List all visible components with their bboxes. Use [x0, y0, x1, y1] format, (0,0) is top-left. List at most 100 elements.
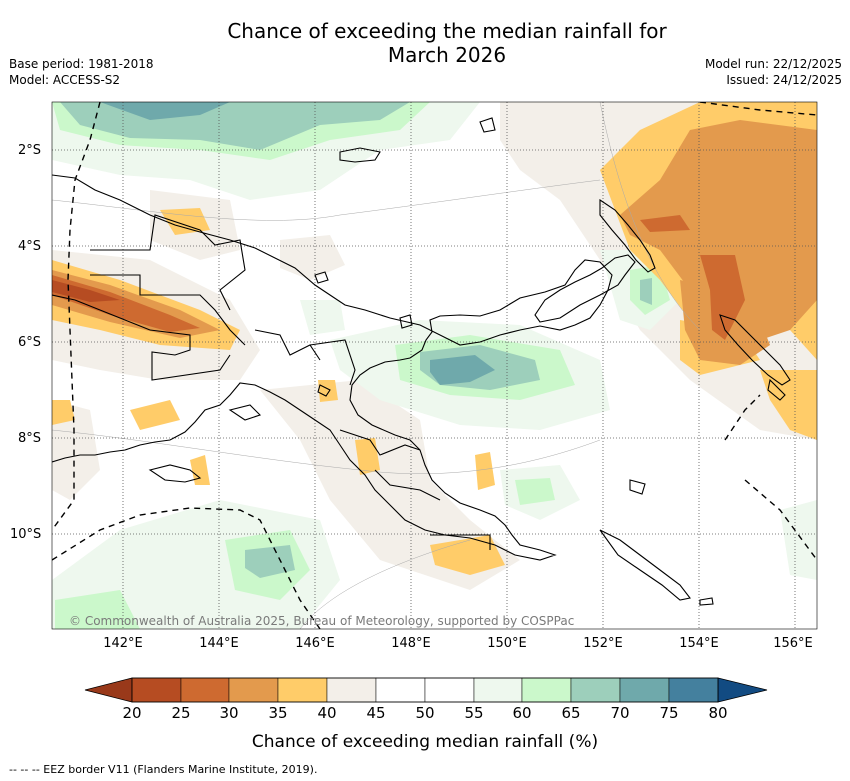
region-25-30 [700, 255, 745, 340]
province-border [254, 329, 321, 361]
gridlines [52, 102, 817, 629]
region-35-40 [430, 535, 505, 575]
islands-coastline [599, 529, 691, 601]
colorbar-tick: 40 [317, 704, 337, 722]
colorbar-swatch [473, 677, 523, 703]
colorbar-swatch [570, 677, 621, 703]
colorbar-swatch [228, 677, 279, 703]
region-35-40 [190, 455, 210, 485]
new-ireland-coastline [599, 198, 656, 273]
region-35-40 [52, 400, 75, 425]
lon-label-154e: 154°E [679, 636, 719, 651]
region-35-40 [475, 452, 495, 490]
colorbar-tick: 35 [268, 704, 288, 722]
meta-right: Model run: 22/12/2025 Issued: 24/12/2025 [705, 57, 842, 88]
coastlines [52, 117, 791, 606]
province-border [52, 294, 76, 301]
colorbar-tick: 55 [464, 704, 484, 722]
islands-coastline [479, 117, 496, 133]
lon-label-150e: 150°E [487, 636, 527, 651]
new-britain-coastline [534, 254, 636, 323]
colorbar-tick: 65 [561, 704, 581, 722]
meta-left: Base period: 1981-2018 Model: ACCESS-S2 [9, 57, 154, 88]
colorbar-over-triangle [717, 677, 768, 703]
colorbar-swatch [131, 677, 182, 703]
colorbar [84, 677, 768, 703]
region-30-35 [620, 120, 817, 340]
region-25-30 [640, 215, 690, 232]
model-run: Model run: 22/12/2025 [704, 57, 842, 71]
lon-label-146e: 146°E [295, 636, 335, 651]
eez-border [744, 479, 817, 561]
colorbar-swatch [521, 677, 572, 703]
lat-label-4s: 4°S [18, 239, 42, 254]
province-border [430, 534, 491, 550]
province-border [90, 214, 246, 311]
region-35-40 [130, 400, 180, 430]
region-60-65 [55, 590, 140, 629]
manus-coastline [339, 147, 381, 163]
province-border [374, 469, 441, 501]
region-35-40 [160, 208, 210, 235]
model-name: Model: ACCESS-S2 [9, 72, 121, 87]
new-guinea-coastline [52, 174, 613, 561]
province-border [309, 339, 356, 386]
islands-coastline [228, 404, 262, 421]
title-line-1: Chance of exceeding the median rainfall … [227, 19, 667, 43]
colorbar-tick: 30 [219, 704, 239, 722]
map-title: Chance of exceeding the median rainfall … [0, 19, 850, 67]
region-35-40 [760, 370, 817, 440]
colorbar-tick: 20 [122, 704, 142, 722]
colorbar-swatch [326, 677, 377, 703]
title-line-2: March 2026 [387, 43, 507, 67]
islands-coastline [699, 597, 714, 606]
lon-label-142e: 142°E [103, 636, 143, 651]
colorbar-swatch [668, 677, 719, 703]
lat-label-2s: 2°S [18, 143, 42, 158]
eez-border [699, 102, 817, 116]
islands-coastline [629, 479, 646, 495]
region-65-70 [245, 545, 295, 578]
lon-label-156e: 156°E [773, 636, 813, 651]
region-65-70 [640, 278, 652, 305]
colorbar-tick: 45 [366, 704, 386, 722]
eez-borders [52, 102, 817, 629]
contour-line [52, 179, 601, 221]
colorbar-tick: 25 [171, 704, 191, 722]
region-40-45 [52, 400, 100, 500]
lat-label-6s: 6°S [18, 335, 42, 350]
colorbar-swatch [375, 677, 426, 703]
colorbar-tick: 75 [659, 704, 679, 722]
lon-label-148e: 148°E [391, 636, 431, 651]
issued-date: Issued: 24/12/2025 [726, 72, 842, 87]
lat-label-10s: 10°S [10, 527, 42, 542]
colorbar-label: Chance of exceeding median rainfall (%) [251, 732, 599, 752]
bougainville-coastline [719, 314, 791, 386]
colorbar-swatch [277, 677, 328, 703]
lat-label-8s: 8°S [18, 431, 42, 446]
eez-border [52, 102, 101, 531]
region-20-25 [52, 280, 120, 302]
region-35-40 [355, 438, 380, 475]
base-period: Base period: 1981-2018 [9, 57, 154, 71]
islands-coastline [314, 271, 329, 284]
colorbar-swatch [180, 677, 230, 703]
region-35-40 [318, 380, 338, 402]
copyright-notice: © Commonwealth of Australia 2025, Bureau… [69, 614, 575, 628]
lon-label-144e: 144°E [199, 636, 239, 651]
province-border [74, 299, 151, 331]
colorbar-swatch [619, 677, 670, 703]
province-border [149, 329, 231, 381]
eez-footnote: -- -- -- EEZ border V11 (Flanders Marine… [9, 763, 318, 776]
colorbar-swatch [424, 677, 475, 703]
eez-border [724, 394, 761, 441]
region-25-30 [52, 275, 200, 332]
map-frame [51, 101, 818, 630]
region-70-75 [430, 355, 495, 385]
colorbar-tick: 80 [708, 704, 728, 722]
lon-label-152e: 152°E [583, 636, 623, 651]
colorbar-tick: 70 [610, 704, 630, 722]
region-60-65 [515, 478, 555, 505]
province-border [339, 429, 421, 456]
